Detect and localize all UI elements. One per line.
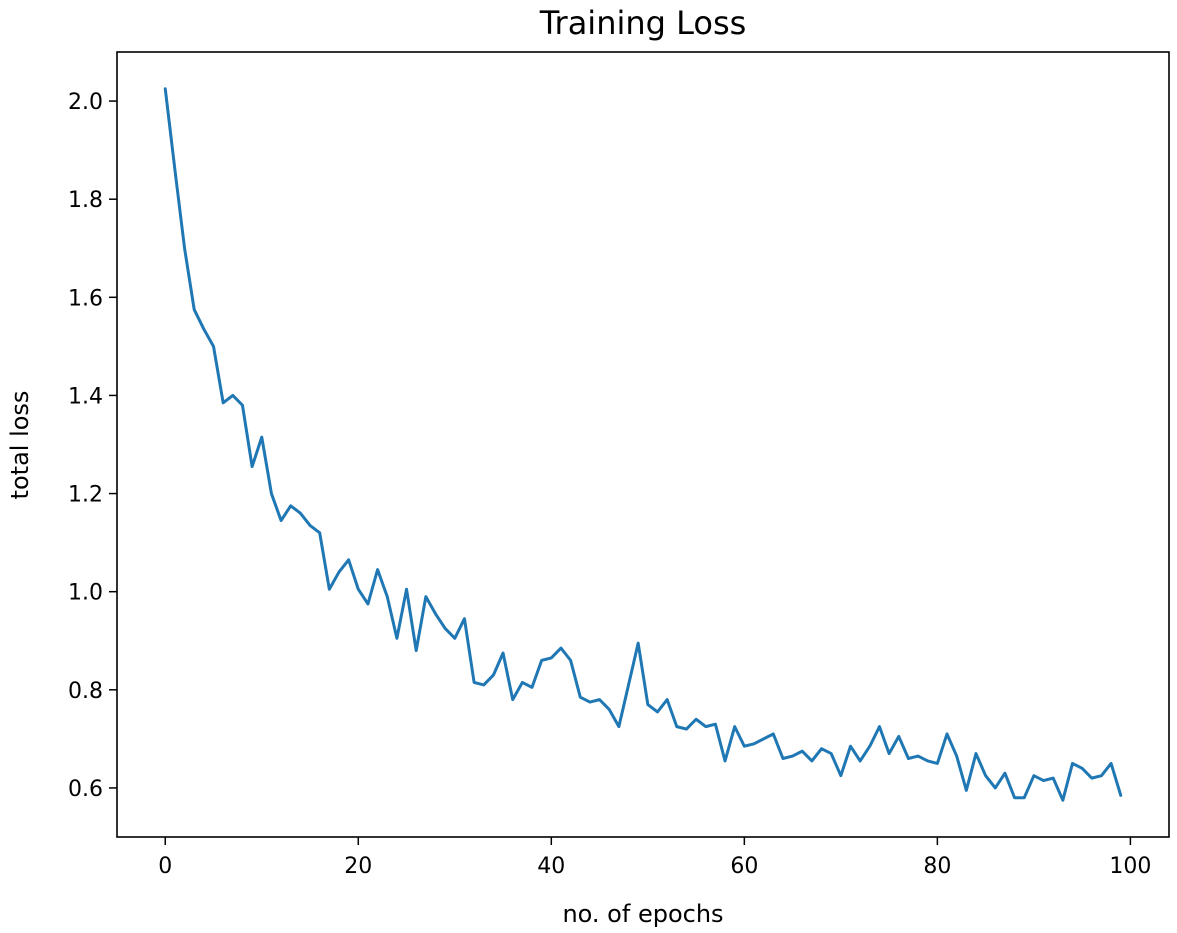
- x-tick-label: 20: [344, 854, 372, 879]
- y-tick-label: 1.2: [68, 483, 103, 508]
- y-axis-label: total loss: [6, 391, 34, 500]
- y-axis: 0.6 0.8 1.0 1.2 1.4 1.6 1.8 2.0: [68, 90, 117, 802]
- x-tick-label: 80: [923, 854, 951, 879]
- y-tick-label: 1.4: [68, 384, 103, 409]
- loss-series-line: [163, 87, 1123, 802]
- y-tick-label: 1.0: [68, 581, 103, 606]
- x-tick-label: 0: [158, 854, 172, 879]
- x-tick-label: 100: [1109, 854, 1151, 879]
- x-axis: 0 20 40 60 80 100: [158, 837, 1151, 879]
- x-tick-label: 60: [730, 854, 758, 879]
- y-tick-label: 1.8: [68, 188, 103, 213]
- x-axis-label: no. of epochs: [562, 900, 723, 928]
- y-tick-label: 0.6: [68, 777, 103, 802]
- plot-frame: [116, 51, 1170, 838]
- y-tick-label: 1.6: [68, 286, 103, 311]
- y-tick-label: 0.8: [68, 679, 103, 704]
- y-tick-label: 2.0: [68, 90, 103, 115]
- x-tick-label: 40: [537, 854, 565, 879]
- chart-title: Training Loss: [539, 4, 747, 42]
